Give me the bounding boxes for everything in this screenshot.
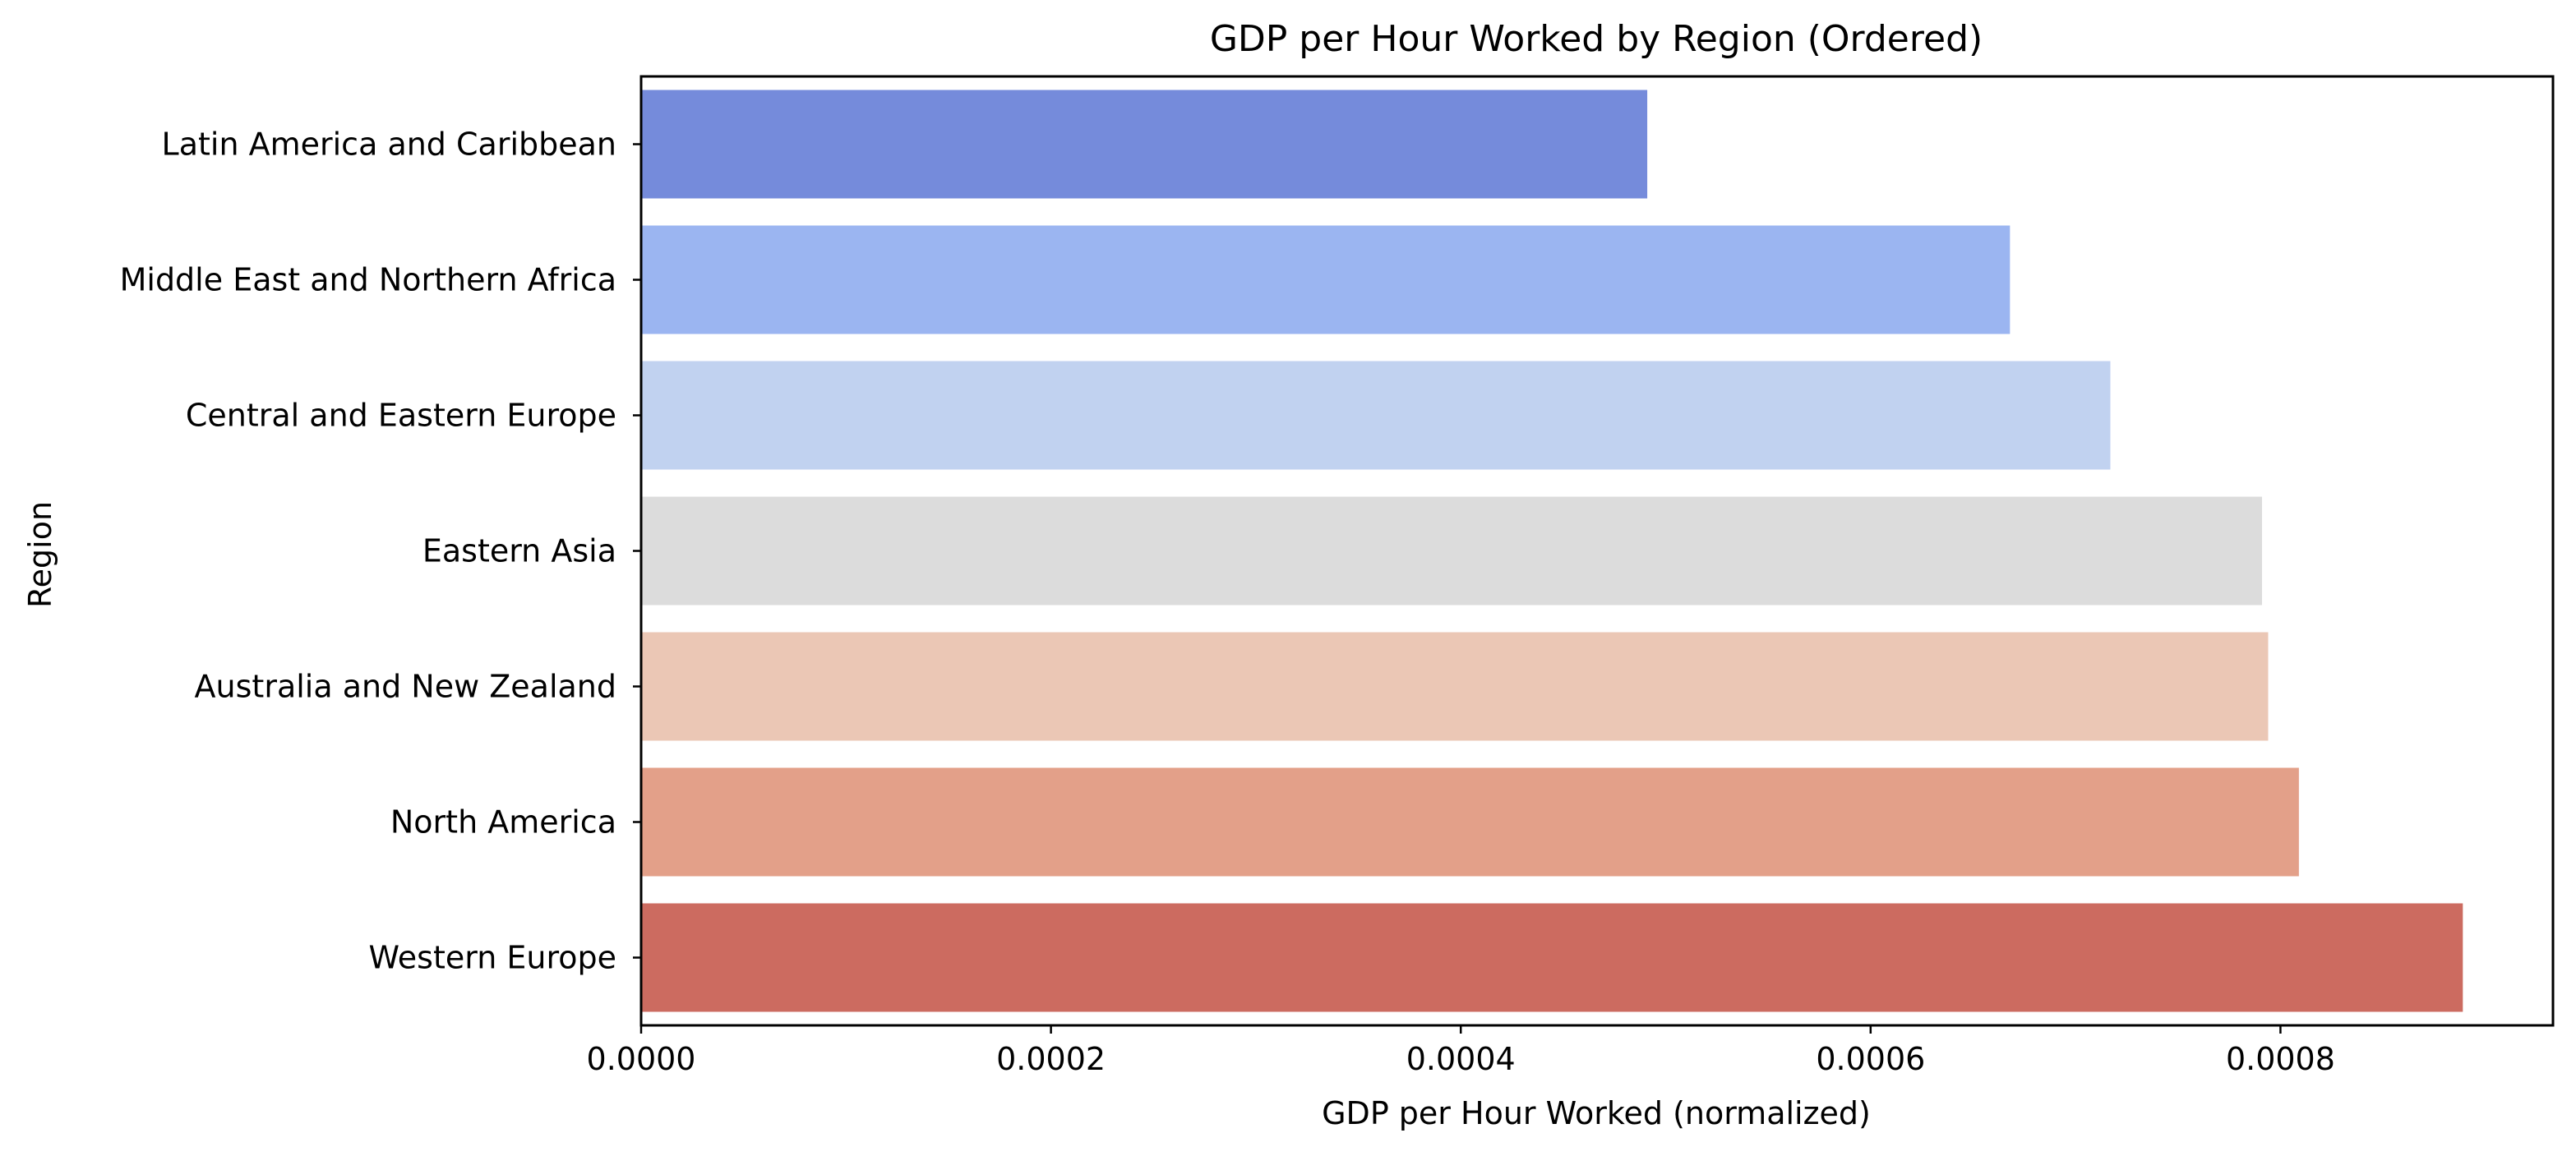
x-tick-label-4: 0.0008 xyxy=(2226,1041,2335,1077)
bar-2 xyxy=(641,361,2111,470)
bar-1 xyxy=(641,225,2010,334)
y-tick-label-4: Australia and New Zealand xyxy=(195,669,616,705)
y-tick-label-1: Middle East and Northern Africa xyxy=(120,262,616,298)
x-axis-label: GDP per Hour Worked (normalized) xyxy=(1322,1095,1871,1131)
y-tick-label-2: Central and Eastern Europe xyxy=(186,398,616,434)
bar-3 xyxy=(641,496,2262,606)
y-axis-label: Region xyxy=(22,501,58,608)
y-tick-label-5: North America xyxy=(390,804,616,841)
y-tick-label-6: Western Europe xyxy=(368,940,616,976)
x-tick-label-3: 0.0006 xyxy=(1816,1041,1925,1077)
bar-6 xyxy=(641,903,2463,1012)
chart-title: GDP per Hour Worked by Region (Ordered) xyxy=(1210,18,1983,60)
bars-group xyxy=(641,90,2463,1012)
y-tick-label-0: Latin America and Caribbean xyxy=(162,127,616,163)
x-tick-label-2: 0.0004 xyxy=(1406,1041,1516,1077)
bar-4 xyxy=(641,632,2269,741)
y-axis: Latin America and Caribbean Middle East a… xyxy=(120,127,641,976)
x-tick-label-0: 0.0000 xyxy=(587,1041,696,1077)
plot-frame xyxy=(639,75,2555,1027)
y-tick-label-3: Eastern Asia xyxy=(422,533,616,569)
x-axis: 0.0000 0.0002 0.0004 0.0006 0.0008 xyxy=(587,1025,2335,1077)
x-tick-label-1: 0.0002 xyxy=(996,1041,1106,1077)
bar-5 xyxy=(641,767,2299,877)
bar-0 xyxy=(641,90,1648,199)
